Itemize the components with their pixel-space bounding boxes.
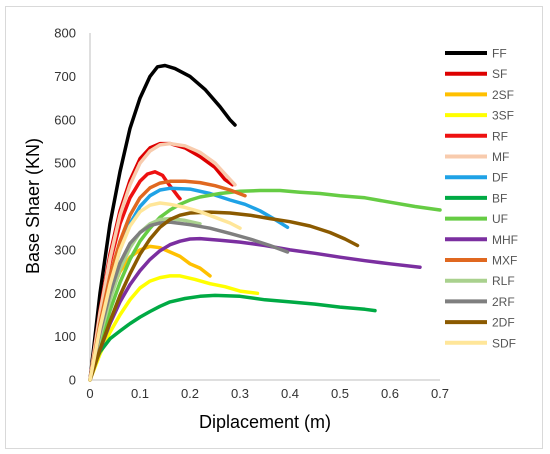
x-tick-label: 0.6 xyxy=(381,386,399,401)
series-line-mf xyxy=(88,141,237,382)
series-line-2rf xyxy=(88,220,290,382)
series-line-3sf xyxy=(88,274,260,382)
legend-label-rf: RF xyxy=(492,129,508,143)
y-tick-labels: 0 100 200 300 400 500 600 700 800 xyxy=(54,26,76,388)
legend-label-uf: UF xyxy=(492,212,508,226)
chart-frame xyxy=(5,6,543,449)
y-tick-label: 300 xyxy=(54,242,76,257)
y-tick-label: 700 xyxy=(54,69,76,84)
series-line-mhf xyxy=(88,236,422,382)
x-tick-label: 0.2 xyxy=(181,386,199,401)
legend-label-df: DF xyxy=(492,171,508,185)
x-tick-labels: 0 0.1 0.2 0.3 0.4 0.5 0.6 0.7 xyxy=(86,386,449,401)
y-tick-label: 500 xyxy=(54,156,76,171)
legend-label-ff: FF xyxy=(492,47,507,61)
x-axis-title: Diplacement (m) xyxy=(199,412,331,432)
series-line-bf xyxy=(88,293,377,382)
y-axis-title: Base Shaer (KN) xyxy=(23,138,43,274)
y-tick-label: 0 xyxy=(69,373,76,388)
legend-label-3sf: 3SF xyxy=(492,109,514,123)
legend: FF SF 2SF 3SF RF MF DF BF UF MHF MXF RLF 2RF 2DF SDF xyxy=(445,47,518,350)
legend-label-2df: 2DF xyxy=(492,316,515,330)
series-lines xyxy=(88,63,442,382)
x-tick-label: 0.4 xyxy=(281,386,299,401)
x-tick-label: 0.7 xyxy=(431,386,449,401)
legend-label-rlf: RLF xyxy=(492,274,515,288)
legend-label-2sf: 2SF xyxy=(492,88,514,102)
x-tick-label: 0.3 xyxy=(231,386,249,401)
legend-label-bf: BF xyxy=(492,191,507,205)
legend-label-2rf: 2RF xyxy=(492,295,515,309)
y-tick-label: 200 xyxy=(54,286,76,301)
y-tick-label: 400 xyxy=(54,199,76,214)
y-tick-label: 800 xyxy=(54,26,76,41)
legend-label-mf: MF xyxy=(492,150,509,164)
legend-label-sdf: SDF xyxy=(492,336,516,350)
y-tick-label: 100 xyxy=(54,329,76,344)
series-line-sdf xyxy=(88,201,242,382)
axes xyxy=(89,33,440,381)
x-tick-label: 0.5 xyxy=(331,386,349,401)
series-line-2df xyxy=(88,210,360,382)
series-line-uf xyxy=(88,188,442,382)
legend-label-mhf: MHF xyxy=(492,233,518,247)
legend-label-sf: SF xyxy=(492,67,507,81)
x-tick-label: 0 xyxy=(86,386,93,401)
series-line-mxf xyxy=(88,179,247,382)
legend-label-mxf: MXF xyxy=(492,254,517,268)
y-tick-label: 600 xyxy=(54,112,76,127)
x-tick-label: 0.1 xyxy=(131,386,149,401)
series-line-ff xyxy=(88,63,237,382)
